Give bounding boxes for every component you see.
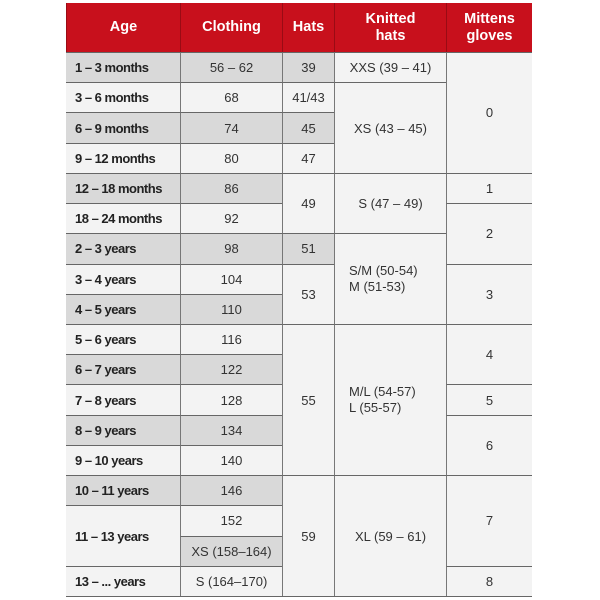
clothing-cell: 104: [180, 263, 282, 294]
age-cell: 11 – 13 years: [66, 505, 180, 566]
mittens-gloves-cell: 0: [446, 52, 532, 173]
mittens-gloves-cell: 1: [446, 172, 532, 204]
clothing-cell: 110: [180, 293, 282, 324]
knitted-hats-cell: XXS (39 – 41): [334, 52, 446, 83]
clothing-cell: 56 – 62: [180, 52, 282, 83]
clothing-cell: 152: [180, 505, 282, 536]
header-clothing: Clothing: [180, 3, 282, 52]
mittens-gloves-cell: 8: [446, 565, 532, 596]
mittens-gloves-cell: 3: [446, 263, 532, 324]
clothing-cell: 80: [180, 142, 282, 173]
clothing-cell: 116: [180, 323, 282, 355]
age-cell: 8 – 9 years: [66, 414, 180, 445]
age-cell: 2 – 3 years: [66, 233, 180, 264]
knitted-hats-cell: M/L (54-57) L (55-57): [334, 323, 446, 476]
knitted-hats-cell: S/M (50-54) M (51-53): [334, 233, 446, 324]
age-cell: 9 – 10 years: [66, 444, 180, 476]
knitted-hats-cell: XS (43 – 45): [334, 82, 446, 173]
clothing-cell: XS (158–164): [180, 535, 282, 566]
age-cell: 7 – 8 years: [66, 384, 180, 415]
clothing-cell: 146: [180, 475, 282, 506]
hats-cell: 45: [282, 112, 334, 143]
clothing-cell: 134: [180, 414, 282, 445]
clothing-cell: 128: [180, 384, 282, 415]
age-cell: 9 – 12 months: [66, 142, 180, 173]
age-cell: 12 – 18 months: [66, 172, 180, 204]
hats-cell: 41/43: [282, 82, 334, 113]
age-cell: 10 – 11 years: [66, 475, 180, 506]
hats-cell: 59: [282, 475, 334, 596]
header-mittens-gloves: Mittens gloves: [446, 3, 532, 52]
clothing-cell: 74: [180, 112, 282, 143]
size-chart-table: Age Clothing Hats Knitted hats Mittens g…: [66, 3, 532, 597]
mittens-gloves-cell: 7: [446, 475, 532, 566]
clothing-cell: 92: [180, 203, 282, 234]
age-cell: 4 – 5 years: [66, 293, 180, 324]
age-cell: 6 – 9 months: [66, 112, 180, 143]
clothing-cell: 140: [180, 444, 282, 476]
hats-cell: 47: [282, 142, 334, 173]
clothing-cell: S (164–170): [180, 565, 282, 596]
hats-cell: 39: [282, 52, 334, 83]
mittens-gloves-cell: 2: [446, 203, 532, 264]
hats-cell: 55: [282, 323, 334, 476]
header-age: Age: [66, 3, 180, 52]
age-cell: 18 – 24 months: [66, 203, 180, 234]
knitted-hats-cell: XL (59 – 61): [334, 475, 446, 596]
header-hats: Hats: [282, 3, 334, 52]
age-cell: 3 – 6 months: [66, 82, 180, 113]
hats-cell: 51: [282, 233, 334, 264]
knitted-hats-cell: S (47 – 49): [334, 172, 446, 234]
hats-cell: 49: [282, 172, 334, 234]
clothing-cell: 68: [180, 82, 282, 113]
mittens-gloves-cell: 4: [446, 323, 532, 385]
age-cell: 1 – 3 months: [66, 52, 180, 83]
mittens-gloves-cell: 5: [446, 384, 532, 415]
age-cell: 5 – 6 years: [66, 323, 180, 355]
clothing-cell: 122: [180, 354, 282, 385]
age-cell: 13 – ... years: [66, 565, 180, 596]
age-cell: 6 – 7 years: [66, 354, 180, 385]
hats-cell: 53: [282, 263, 334, 324]
clothing-cell: 98: [180, 233, 282, 264]
age-cell: 3 – 4 years: [66, 263, 180, 294]
mittens-gloves-cell: 6: [446, 414, 532, 476]
header-knitted-hats: Knitted hats: [334, 3, 446, 52]
clothing-cell: 86: [180, 172, 282, 204]
